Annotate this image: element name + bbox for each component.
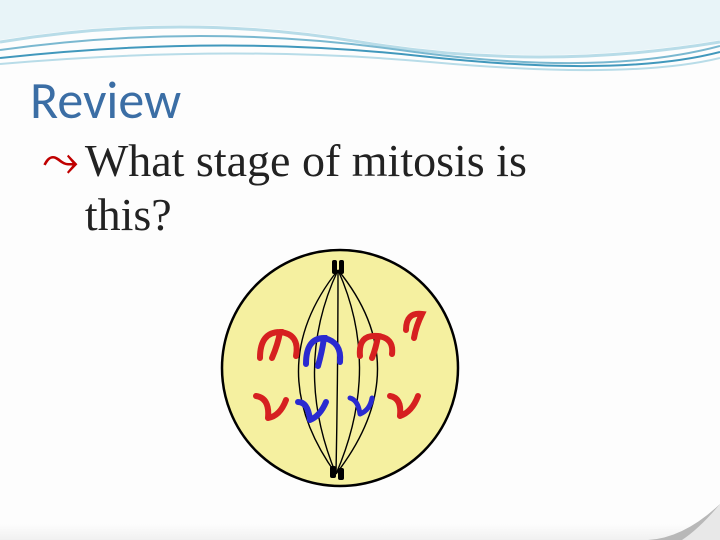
slide-title: Review: [30, 68, 181, 132]
cell-diagram: [200, 238, 480, 498]
body-line-1: What stage of mitosis is: [85, 135, 527, 186]
page-curl-icon: [648, 504, 720, 540]
footer-shadow: [0, 524, 720, 540]
body-text: ⤳What stage of mitosis is ⤳this?: [42, 134, 527, 242]
body-line-2: this?: [85, 189, 172, 240]
bullet-icon: ⤳: [42, 134, 79, 186]
cell-membrane: [222, 250, 458, 486]
